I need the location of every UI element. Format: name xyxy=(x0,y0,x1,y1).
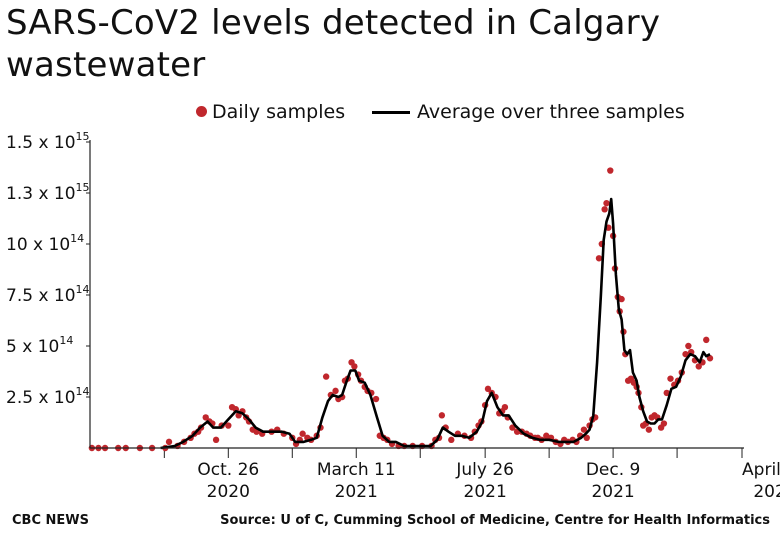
legend: Daily samples Average over three samples xyxy=(0,98,780,128)
sample-dot xyxy=(165,438,173,446)
sample-dot xyxy=(601,206,608,213)
x-tick-label: Dec. 9 xyxy=(586,460,641,480)
chart-plot: 2.5 x 1014 5 x 1014 7.5 x 1014 10 x 1014 1.3… xyxy=(6,130,780,502)
x-tick-label: July 26 xyxy=(455,460,514,480)
x-tick-year: 2021 xyxy=(335,482,378,502)
sample-dot xyxy=(332,387,339,395)
legend-label-average: Average over three samples xyxy=(417,101,685,123)
legend-line-icon xyxy=(372,111,410,114)
sample-dot xyxy=(603,200,610,207)
x-tick-year: 2020 xyxy=(207,482,250,502)
x-tick-year: 2022 xyxy=(753,482,780,502)
sample-dot xyxy=(438,412,446,419)
sample-dot xyxy=(202,414,209,421)
sample-dot xyxy=(448,436,455,444)
sample-dot xyxy=(663,389,670,397)
sample-dot xyxy=(583,434,590,441)
sample-dot xyxy=(645,426,653,433)
sample-dot xyxy=(618,295,625,303)
sample-dot xyxy=(595,255,603,262)
sample-dot xyxy=(212,436,220,444)
sample-dot xyxy=(667,375,674,382)
sample-dot xyxy=(660,420,668,427)
legend-label-daily-samples: Daily samples xyxy=(212,101,346,123)
footer-brand: CBC NEWS xyxy=(12,513,89,528)
sample-dot xyxy=(685,342,692,350)
axis-ticks xyxy=(163,448,678,458)
sample-dot xyxy=(484,385,492,393)
sample-dot xyxy=(372,395,380,403)
x-tick-label: April 25 xyxy=(742,460,780,480)
sample-dot xyxy=(580,426,588,433)
x-tick-label: Oct. 26 xyxy=(197,460,259,480)
sample-dot xyxy=(607,167,614,174)
sample-dot xyxy=(322,373,330,380)
chart-title: SARS-CoV2 levels detected in Calgary was… xyxy=(6,3,661,85)
sample-dot xyxy=(351,363,358,370)
x-tick-label: March 11 xyxy=(317,460,396,480)
sample-dot xyxy=(682,350,689,358)
legend-dot-icon xyxy=(196,106,207,117)
y-tick-label: 10 x 1014 xyxy=(6,232,84,255)
y-tick-label: 5 x 1014 xyxy=(6,334,73,357)
y-tick-label: 1.5 x 1015 xyxy=(6,130,90,153)
x-tick-year: 2021 xyxy=(591,482,634,502)
sample-dot xyxy=(706,355,714,362)
y-tick-label: 1.3 x 1015 xyxy=(6,181,90,204)
average-line xyxy=(160,197,711,450)
sample-dot xyxy=(501,404,509,411)
sample-dot xyxy=(703,336,710,344)
y-tick-label: 2.5 x 1014 xyxy=(6,385,90,408)
y-tick-label: 7.5 x 1014 xyxy=(6,283,90,306)
sample-dot xyxy=(225,422,232,429)
sample-dot xyxy=(299,430,306,437)
y-axis-labels: 2.5 x 1014 5 x 1014 7.5 x 1014 10 x 1014 1.3… xyxy=(6,130,90,408)
sample-dot xyxy=(695,363,702,370)
footer-source: Source: U of C, Cumming School of Medici… xyxy=(220,513,770,528)
x-tick-year: 2021 xyxy=(464,482,507,502)
